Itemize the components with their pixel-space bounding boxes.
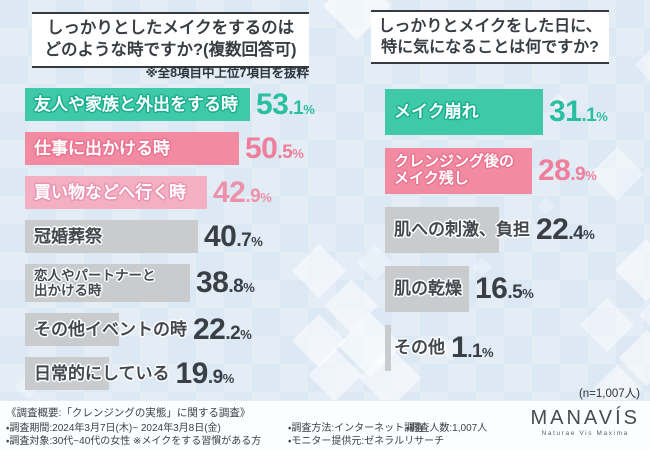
bar-value: 40.7% <box>204 219 263 253</box>
right-chart-title: しっかりとメイクをした日に、 特に気になることは何ですか? <box>371 10 609 65</box>
manavis-logo-tagline: Naturae Vis Maxima <box>541 430 629 437</box>
bar-row: クレンジング後の メイク残し 28.9% <box>385 148 647 194</box>
bar <box>385 89 543 135</box>
left-chart-title: しっかりとしたメイクをするのは どのような時ですか?(複数回答可) <box>32 12 309 68</box>
survey-monitor: ・モニター提供元:ゼネラルリサーチ <box>288 436 445 447</box>
bar <box>25 88 250 121</box>
bar-row: その他イベントの時 22.2% <box>25 313 365 346</box>
bar-value: 22.4% <box>536 213 595 246</box>
bar-row: 肌への刺激、負担 22.4% <box>385 207 647 253</box>
bar-value: 22.2% <box>193 312 252 346</box>
survey-overview: 《調査概要:「クレンジングの実態」に関する調査》 <box>6 407 251 419</box>
bar-rows: メイク崩れ 31.1% クレンジング後の メイク残し 28.9% 肌への刺激、負担 22.… <box>385 89 647 384</box>
survey-period: ・調査期間:2024年3月7日(木)~ 2024年3月8日(金) <box>6 423 221 434</box>
bar-value: 1.1% <box>451 331 494 364</box>
bar <box>25 132 239 165</box>
bar-label: 冠婚葬祭 <box>34 226 102 246</box>
bar-label: 日常的にしている <box>34 363 170 383</box>
left-chart-note: ※全8項目中上位7項目を抜粋 <box>145 66 309 80</box>
bar-value: 53.1% <box>256 87 315 121</box>
bar <box>25 357 109 390</box>
bar-row: 肌の乾燥 16.5% <box>385 266 647 312</box>
survey-footer: 《調査概要:「クレンジングの実態」に関する調査》 ・調査期間:2024年3月7日… <box>0 400 650 450</box>
bar-value: 50.5% <box>245 131 304 165</box>
bar-row: 買い物などへ行く時 42.9% <box>25 176 365 209</box>
bar-row: メイク崩れ 31.1% <box>385 89 647 135</box>
bar-label: 肌への刺激、負担 <box>394 220 530 240</box>
bar-label: その他 <box>394 338 445 358</box>
bar-label: 恋人やパートナーと 出かける時 <box>34 267 156 298</box>
manavis-logo-name: MANAVÍS <box>530 407 640 429</box>
bar <box>25 313 119 346</box>
bar <box>25 176 207 209</box>
bar <box>25 264 190 302</box>
bar-rows: 友人や家族と外出をする時 53.1% 仕事に出かける時 50.5% 買い物などへ行く時 4… <box>25 88 365 401</box>
bar <box>385 266 469 312</box>
bar-value: 38.8% <box>196 266 255 299</box>
sample-size-note: (n=1,007人) <box>578 388 640 400</box>
survey-method: ・調査方法:インターネット調査 <box>288 423 425 434</box>
bar-label: その他イベントの時 <box>34 319 187 339</box>
bar-value: 31.1% <box>549 95 608 128</box>
bar-row: 恋人やパートナーと 出かける時 38.8% <box>25 264 365 302</box>
bar-value: 16.5% <box>475 272 534 305</box>
bar-label: 友人や家族と外出をする時 <box>34 94 238 114</box>
bar-row: 冠婚葬祭 40.7% <box>25 220 365 253</box>
bar-row: その他 1.1% <box>385 325 647 371</box>
bar-value: 28.9% <box>538 154 597 187</box>
diamond-decor <box>634 46 650 84</box>
bar-label: クレンジング後の メイク残し <box>394 153 515 187</box>
bar <box>25 220 198 253</box>
bar-row: 日常的にしている 19.9% <box>25 357 365 390</box>
bar-value: 19.9% <box>175 356 235 390</box>
bar-label: メイク崩れ <box>394 102 479 122</box>
bar-label: 買い物などへ行く時 <box>34 182 187 202</box>
bar-value: 42.9% <box>213 175 272 209</box>
bar-row: 仕事に出かける時 50.5% <box>25 132 365 165</box>
bar-row: 友人や家族と外出をする時 53.1% <box>25 88 365 121</box>
survey-count: ・調査人数:1,007人 <box>406 423 488 434</box>
manavis-logo: MANAVÍS Naturae Vis Maxima <box>530 408 640 437</box>
bar <box>385 148 532 194</box>
bar-label: 仕事に出かける時 <box>34 138 170 158</box>
bar-label: 肌の乾燥 <box>394 279 462 299</box>
survey-target: ・調査対象:30代~40代の女性 ※メイクをする習慣がある方 <box>6 436 262 447</box>
